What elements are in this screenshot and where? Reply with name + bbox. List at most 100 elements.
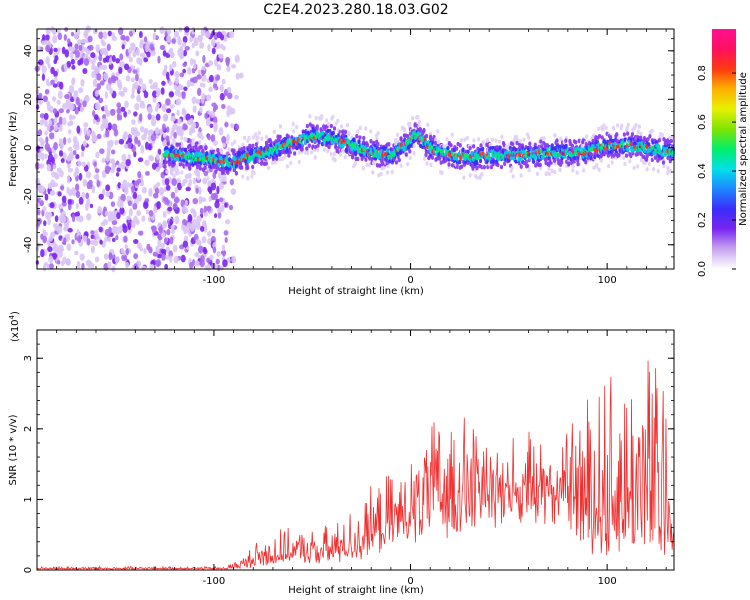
- ridge-speck: [626, 122, 630, 128]
- noise-speck: [166, 29, 172, 35]
- noise-speck: [53, 171, 58, 179]
- noise-speck: [101, 188, 106, 196]
- noise-speck: [213, 116, 218, 124]
- ridge-speck: [610, 160, 614, 165]
- ridge-speck: [183, 147, 187, 153]
- noise-speck: [132, 69, 138, 74]
- ridge-speck: [417, 119, 422, 124]
- noise-speck: [41, 73, 46, 81]
- ridge-speck: [169, 135, 173, 140]
- ridge-speck: [224, 166, 228, 171]
- noise-speck: [147, 113, 152, 120]
- ridge-speck: [241, 174, 245, 179]
- noise-speck: [148, 79, 153, 84]
- noise-speck: [132, 83, 136, 89]
- ridge-speck: [634, 122, 638, 128]
- ridge-speck: [245, 152, 249, 157]
- ridge-speck: [343, 129, 348, 135]
- noise-speck: [56, 99, 61, 105]
- ridge-speck: [220, 170, 225, 176]
- noise-speck: [128, 56, 133, 63]
- ridge-speck: [184, 137, 188, 142]
- noise-speck: [104, 165, 111, 175]
- snr-multiplier-base: (x10: [10, 319, 21, 342]
- noise-speck: [108, 139, 114, 148]
- ridge-speck: [511, 174, 515, 179]
- noise-speck: [60, 260, 65, 266]
- noise-speck: [171, 178, 177, 187]
- snr-ylabel: SNR (10 * v/v): [8, 414, 19, 485]
- noise-speck: [57, 191, 62, 197]
- noise-speck: [219, 44, 224, 49]
- noise-speck: [40, 233, 44, 240]
- noise-speck: [155, 245, 160, 253]
- ridge-speck: [669, 169, 673, 174]
- ridge-speck: [260, 136, 264, 141]
- x-tick-label: -100: [203, 576, 226, 587]
- noise-speck: [211, 38, 216, 47]
- ridge-speck: [550, 143, 554, 148]
- noise-speck: [53, 117, 58, 124]
- noise-speck: [42, 95, 48, 103]
- ridge-speck: [240, 165, 244, 170]
- ridge-speck: [317, 139, 321, 145]
- ridge-speck: [162, 133, 167, 139]
- ridge-speck: [182, 158, 186, 163]
- noise-speck: [105, 191, 111, 198]
- noise-speck: [64, 94, 70, 100]
- ridge-speck: [273, 160, 278, 165]
- noise-speck: [185, 113, 191, 122]
- noise-speck: [141, 215, 146, 222]
- ridge-speck: [376, 154, 381, 160]
- ridge-speck: [273, 145, 278, 151]
- noise-speck: [207, 43, 211, 52]
- noise-speck: [159, 26, 165, 34]
- ridge-speck: [425, 161, 429, 166]
- y-tick-label: -40: [23, 237, 34, 253]
- ridge-speck: [406, 162, 410, 167]
- noise-speck: [229, 108, 233, 115]
- ridge-speck: [307, 143, 311, 148]
- ridge-speck: [531, 159, 536, 164]
- noise-speck: [74, 43, 79, 51]
- noise-speck: [176, 109, 180, 116]
- noise-speck: [95, 172, 100, 182]
- colorbar-tick-label: 0.4: [697, 163, 708, 179]
- noise-speck: [104, 229, 111, 237]
- snr-series-line: [36, 360, 674, 571]
- noise-speck: [199, 82, 204, 88]
- noise-speck: [44, 143, 51, 151]
- noise-speck: [90, 59, 96, 65]
- noise-speck: [166, 198, 170, 206]
- ridge-speck: [550, 168, 554, 174]
- noise-speck: [61, 195, 67, 203]
- noise-speck: [130, 93, 135, 99]
- noise-speck: [103, 72, 109, 81]
- noise-speck: [56, 28, 61, 34]
- noise-speck: [110, 201, 116, 207]
- noise-speck: [167, 206, 173, 212]
- noise-speck: [80, 151, 85, 158]
- ridge-speck: [325, 118, 329, 123]
- noise-speck: [182, 62, 187, 68]
- noise-speck: [209, 123, 214, 129]
- noise-speck: [204, 225, 208, 233]
- ridge-speck: [379, 158, 384, 164]
- ridge-speck: [603, 139, 607, 144]
- ridge-speck: [628, 159, 632, 164]
- noise-speck: [113, 128, 119, 137]
- ridge-speck: [472, 144, 476, 149]
- ridge-speck: [463, 137, 467, 142]
- noise-speck: [101, 64, 108, 71]
- noise-speck: [151, 225, 157, 234]
- noise-speck: [197, 34, 203, 42]
- x-tick-label: 100: [598, 275, 617, 286]
- noise-speck: [94, 168, 100, 174]
- noise-speck: [162, 140, 168, 147]
- noise-speck: [132, 50, 137, 58]
- noise-speck: [127, 140, 132, 149]
- ridge-speck: [232, 167, 237, 173]
- noise-speck: [118, 225, 123, 234]
- noise-speck: [77, 160, 81, 167]
- colorbar: 0.0 0.2 0.4 0.6 0.8 Normalized spectral ampl…: [697, 29, 749, 277]
